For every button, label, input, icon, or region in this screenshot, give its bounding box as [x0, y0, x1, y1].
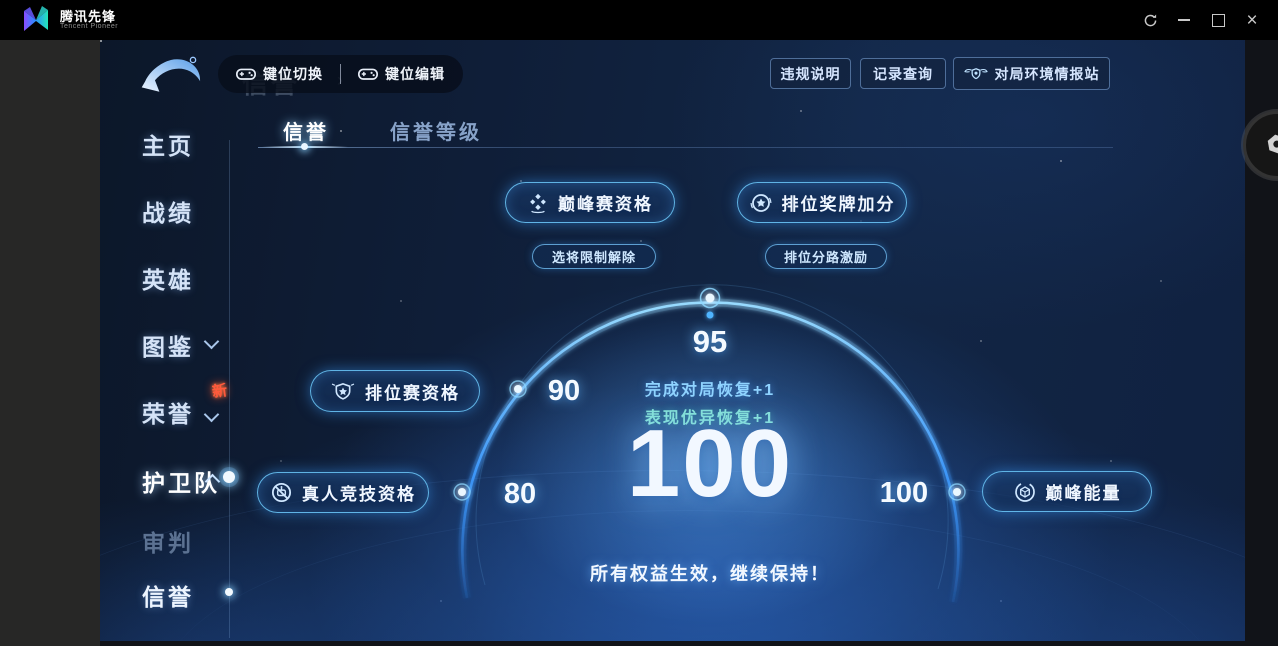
refresh-icon[interactable] [1138, 8, 1162, 32]
titlebar: 腾讯先锋 Tencent Pioneer × [0, 0, 1278, 40]
tencent-pioneer-logo-icon [24, 6, 48, 31]
sidebar-item-judgment[interactable]: 审判 [142, 530, 194, 556]
pick-restriction-lifted-label: 选将限制解除 [551, 250, 636, 265]
gamepad-icon [358, 68, 378, 80]
keybind-edit-label: 键位编辑 [385, 66, 445, 82]
winged-shield-icon [963, 68, 988, 80]
credit-node-dot [225, 588, 233, 596]
medal-star-icon [749, 191, 773, 215]
sidebar-item-gallery[interactable]: 图鉴 [142, 334, 194, 360]
window-controls: × [1138, 8, 1264, 32]
rank-medal-bonus-label: 排位奖牌加分 [781, 195, 896, 214]
tab-underline [258, 147, 1113, 148]
chevron-down-icon[interactable] [203, 406, 220, 423]
energy-cube-icon [1013, 480, 1037, 504]
pick-restriction-lifted-badge[interactable]: 选将限制解除 [532, 244, 656, 269]
peak-energy-label: 巅峰能量 [1045, 484, 1122, 503]
minimize-icon[interactable] [1172, 8, 1196, 32]
keybind-switch-label: 键位切换 [263, 66, 323, 82]
record-query-button[interactable]: 记录查询 [860, 58, 946, 89]
peak-match-qualification-label: 巅峰赛资格 [558, 195, 653, 214]
gauge-marker-95: 95 [692, 324, 728, 359]
keybind-switch-button[interactable]: 键位切换 [236, 64, 323, 84]
app-name: 腾讯先锋 [60, 8, 117, 24]
starfield-decoration [100, 40, 102, 42]
keybind-toolbar: 键位切换 键位编辑 [218, 55, 463, 93]
peak-match-qualification-button[interactable]: 巅峰赛资格 [505, 182, 675, 223]
shield-star-icon [330, 381, 356, 402]
rank-lane-incentive-badge[interactable]: 排位分路激励 [765, 244, 887, 269]
rank-lane-incentive-label: 排位分路激励 [783, 250, 868, 265]
sidebar-item-home[interactable]: 主页 [142, 133, 194, 159]
floating-assistant-button[interactable] [1243, 111, 1278, 179]
credit-score-value: 100 [626, 410, 794, 517]
tab-credit-level[interactable]: 信誉等级 [390, 122, 482, 144]
sidebar-decor-line [229, 140, 230, 638]
gauge-marker-100: 100 [879, 477, 929, 509]
divider [340, 64, 341, 84]
app-logo: 腾讯先锋 Tencent Pioneer [20, 4, 118, 36]
back-arrow-icon [141, 56, 201, 92]
sidebar-item-honor[interactable]: 荣誉 [142, 401, 194, 427]
credit-status-text: 所有权益生效，继续保持！ [590, 564, 830, 584]
recovery-complete-match: 完成对局恢复+1 [644, 382, 776, 399]
gamepad-icon [236, 68, 256, 80]
match-environment-intel-label: 对局环境情报站 [994, 65, 1100, 82]
left-letterbox [0, 40, 100, 646]
keybind-edit-button[interactable]: 键位编辑 [358, 64, 445, 84]
maximize-icon[interactable] [1206, 8, 1230, 32]
app-subtitle: Tencent Pioneer [60, 23, 119, 31]
ranked-match-qualification-button[interactable]: 排位赛资格 [310, 370, 480, 412]
record-query-label: 记录查询 [873, 65, 933, 82]
game-screen: 信誉 › 键位切换 [100, 40, 1245, 641]
sidebar-item-guard-team[interactable]: 护卫队 [142, 470, 220, 496]
sidebar-item-battle-record[interactable]: 战绩 [142, 200, 194, 226]
tab-credit[interactable]: 信誉 [283, 122, 329, 144]
diamond-cluster-icon [527, 192, 549, 214]
chevron-down-icon[interactable] [203, 333, 220, 350]
peak-energy-button[interactable]: 巅峰能量 [982, 471, 1152, 512]
rank-medal-bonus-button[interactable]: 排位奖牌加分 [737, 182, 907, 223]
close-icon[interactable]: × [1246, 9, 1258, 31]
sidebar-item-credit[interactable]: 信誉 [142, 584, 194, 610]
match-environment-intel-button[interactable]: 对局环境情报站 [953, 57, 1110, 90]
gauge-marker-80: 80 [503, 478, 537, 510]
ranked-match-qualification-label: 排位赛资格 [365, 383, 460, 403]
active-tab-indicator-dot [301, 143, 308, 150]
new-badge: 新 [211, 382, 229, 401]
violation-info-button[interactable]: 违规说明 [770, 58, 851, 89]
violation-info-label: 违规说明 [780, 65, 841, 82]
sidebar-item-heroes[interactable]: 英雄 [142, 267, 194, 293]
human-competition-qualification-button[interactable]: 真人竞技资格 [257, 472, 429, 513]
guard-team-node-dot [223, 471, 235, 483]
no-bot-icon [270, 481, 293, 504]
human-competition-qualification-label: 真人竞技资格 [302, 485, 416, 504]
credit-gauge-arc [453, 284, 966, 603]
back-button[interactable] [133, 52, 207, 98]
hex-nut-icon [1267, 134, 1278, 154]
